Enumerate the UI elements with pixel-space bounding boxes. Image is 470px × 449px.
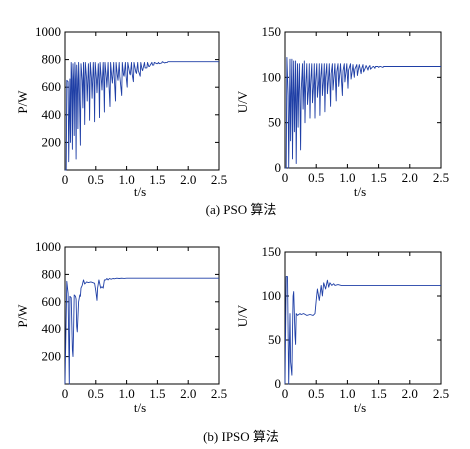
chart-pso-power: P/W t/s 0 0.5 1.0 1.5 2.0 2.5 200 400 600 800 1000 [15,24,227,199]
x-tick-label-2-0: 2.0 [402,170,418,185]
y-tick-label-200: 200 [42,349,62,364]
series-line-0 [64,277,219,385]
chart-ipso-power: P/W t/s 0 0.5 1.0 1.5 2.0 2.5 200 400 600 800 1000 [15,239,227,415]
x-tick-label-2-5: 2.5 [211,386,227,401]
x-tick-label-1-5: 1.5 [370,170,386,185]
y-tick-label-150: 150 [262,244,282,259]
y-tick-label-600: 600 [42,294,62,309]
x-tick-label-0: 0 [282,386,289,401]
caption-ipso: (b) IPSO 算法 [203,429,279,444]
x-tick-label-0-5: 0.5 [88,386,104,401]
x-tick-label-2-5: 2.5 [433,170,449,185]
ylabel-pso-voltage: U/V [235,90,250,113]
chart-pso-voltage: U/V t/s 0 0.5 1.0 1.5 2.0 2.5 0 50 100 150 [235,24,449,199]
x-tick-label-0: 0 [62,172,69,187]
x-tick-label-0-5: 0.5 [308,170,324,185]
plot-frame [284,31,442,169]
plot-frame [284,251,442,385]
ylabel-ipso-power: P/W [15,304,30,328]
x-tick-label-1-0: 1.0 [339,170,355,185]
x-tick-label-1-5: 1.5 [370,386,386,401]
x-tick-label-1-5: 1.5 [149,172,165,187]
y-tick-label-150: 150 [262,24,282,39]
x-tick-label-1-0: 1.0 [118,172,134,187]
y-tick-label-50: 50 [268,115,281,130]
x-tick-label-2-0: 2.0 [180,386,196,401]
y-tick-label-50: 50 [268,332,281,347]
x-tick-label-2-0: 2.0 [402,386,418,401]
plot-frame [64,31,220,171]
xlabel-pso-voltage: t/s [354,184,366,199]
y-tick-label-0: 0 [275,160,282,175]
series-line-0 [65,61,219,171]
caption-pso: (a) PSO 算法 [206,202,277,217]
x-tick-label-2-5: 2.5 [211,172,227,187]
y-tick-label-0: 0 [275,376,282,391]
x-tick-label-1-0: 1.0 [339,386,355,401]
y-tick-label-600: 600 [42,79,62,94]
x-tick-label-0: 0 [282,170,289,185]
xlabel-ipso-voltage: t/s [354,400,366,415]
xlabel-pso-power: t/s [134,184,146,199]
x-tick-label-2-0: 2.0 [180,172,196,187]
y-tick-label-800: 800 [42,52,62,67]
x-tick-label-1-5: 1.5 [149,386,165,401]
y-tick-label-1000: 1000 [35,24,61,39]
plot-frame [64,246,220,385]
y-tick-label-100: 100 [262,69,282,84]
x-tick-label-2-5: 2.5 [433,386,449,401]
y-tick-label-1000: 1000 [35,239,61,254]
chart-ipso-voltage: U/V t/s 0 0.5 1.0 1.5 2.0 2.5 0 50 100 150 [235,244,449,415]
y-tick-label-100: 100 [262,288,282,303]
y-tick-label-200: 200 [42,134,62,149]
y-tick-label-400: 400 [42,321,62,336]
y-tick-label-400: 400 [42,107,62,122]
x-tick-label-0-5: 0.5 [308,386,324,401]
series-line-0 [285,56,441,169]
series-line-0 [284,276,441,385]
x-tick-label-1-0: 1.0 [118,386,134,401]
x-tick-label-0: 0 [62,386,69,401]
xlabel-ipso-power: t/s [134,400,146,415]
y-tick-label-800: 800 [42,266,62,281]
x-tick-label-0-5: 0.5 [88,172,104,187]
ylabel-pso-power: P/W [15,90,30,114]
ylabel-ipso-voltage: U/V [235,304,250,327]
